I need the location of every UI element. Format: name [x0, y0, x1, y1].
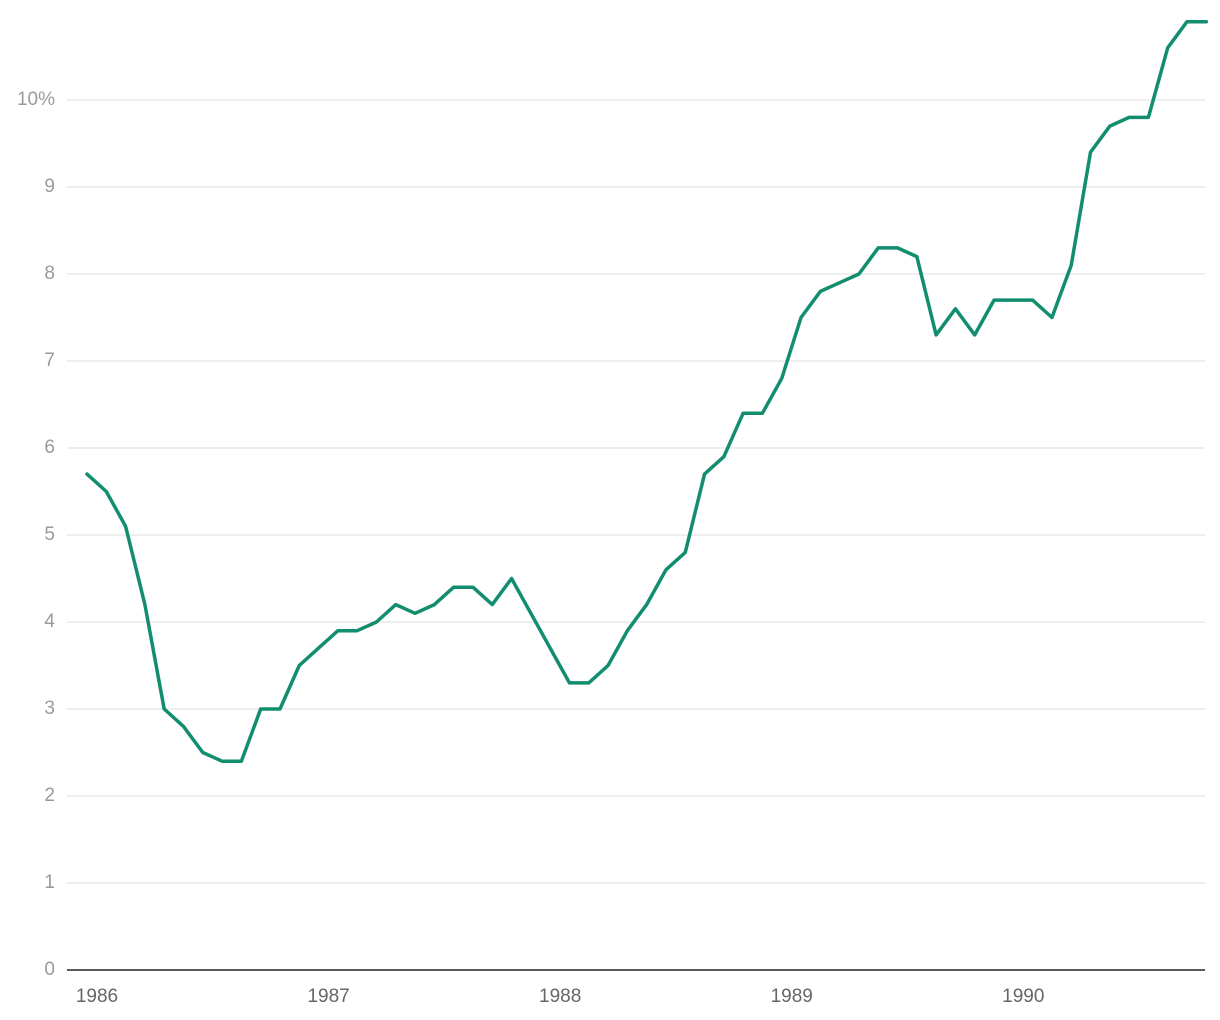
y-tick-label: 0	[44, 959, 55, 980]
x-tick-label: 1990	[1002, 986, 1044, 1007]
y-tick-label: 6	[44, 437, 55, 458]
x-tick-label: 1989	[771, 986, 813, 1007]
y-tick-label: 10%	[17, 89, 55, 110]
y-tick-label: 3	[44, 698, 55, 719]
y-tick-label: 4	[44, 611, 55, 632]
line	[85, 19, 1209, 763]
y-tick-label: 5	[44, 524, 55, 545]
y-tick-label: 1	[44, 872, 55, 893]
x-tick-label: 1987	[307, 986, 349, 1007]
y-tick-label: 9	[44, 176, 55, 197]
x-tick-label: 1986	[76, 986, 118, 1007]
y-tick-label: 8	[44, 263, 55, 284]
y-tick-label: 2	[44, 785, 55, 806]
y-tick-label: 7	[44, 350, 55, 371]
x-tick-label: 1988	[539, 986, 581, 1007]
